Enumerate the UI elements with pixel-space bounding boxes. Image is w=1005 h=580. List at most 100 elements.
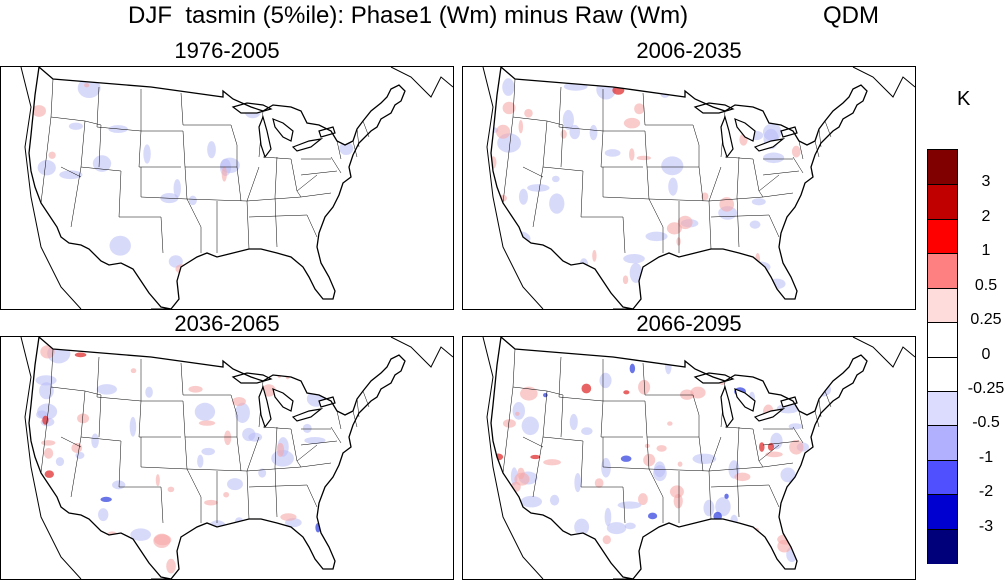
anomaly-patch	[725, 272, 735, 279]
state-boundary	[646, 436, 650, 470]
anomaly-patch	[515, 411, 520, 416]
state-boundary	[602, 167, 650, 200]
state-boundary	[648, 468, 664, 523]
anomaly-patch	[234, 535, 251, 547]
state-boundary	[246, 166, 260, 202]
anomaly-patch	[109, 235, 131, 256]
state-boundary	[230, 124, 238, 167]
state-boundary	[138, 130, 142, 168]
state-boundary	[80, 120, 86, 168]
state-boundary	[752, 428, 760, 462]
anomaly-patch	[256, 538, 277, 558]
anomaly-patch	[197, 454, 204, 468]
anomaly-patch	[248, 432, 263, 442]
anomaly-patch	[667, 421, 673, 426]
anomaly-patch	[574, 518, 590, 536]
state-boundary	[182, 400, 186, 438]
anomaly-patch	[240, 89, 256, 99]
coastline-west	[482, 67, 544, 309]
state-boundary	[798, 410, 804, 430]
anomaly-patch	[518, 120, 524, 134]
anomaly-patch	[719, 197, 735, 212]
anomaly-patch	[765, 451, 783, 458]
anomaly-patch	[501, 530, 512, 544]
state-boundary	[119, 216, 164, 254]
state-boundary	[600, 130, 604, 168]
state-boundary	[736, 156, 740, 198]
anomaly-patch	[677, 461, 683, 467]
land-area	[29, 337, 405, 579]
anomaly-patch	[352, 461, 363, 470]
state-boundary	[246, 200, 250, 250]
panel-title-3: 2036-2065	[174, 311, 280, 336]
state-boundary	[736, 196, 740, 248]
great-lake	[318, 126, 336, 138]
anomaly-patch	[87, 532, 105, 545]
state-boundary	[246, 196, 302, 202]
panel-title-4: 2066-2095	[636, 311, 742, 336]
anomaly-patch	[741, 348, 751, 355]
state-boundary	[558, 86, 562, 128]
anomaly-patch	[173, 179, 181, 198]
state-boundary	[300, 462, 332, 468]
anomaly-patch	[92, 155, 112, 172]
state-boundary	[580, 440, 584, 488]
state-boundary	[274, 466, 278, 518]
anomaly-patch	[782, 504, 805, 523]
state-boundary	[542, 436, 584, 442]
colorbar-box	[928, 390, 957, 427]
coastline	[28, 337, 406, 579]
coastline-west	[20, 337, 82, 579]
anomaly-patch	[32, 105, 47, 117]
anomaly-patch	[581, 427, 593, 436]
state-boundary	[708, 166, 722, 202]
anomaly-patch	[80, 289, 95, 299]
state-boundary	[558, 396, 604, 402]
anomaly-patch	[814, 377, 820, 382]
state-boundary	[80, 436, 122, 442]
state-boundary	[542, 166, 584, 172]
colorbar-tick-label: 0	[981, 345, 991, 363]
anomaly-patch	[780, 467, 796, 483]
state-boundary	[40, 386, 52, 474]
state-boundary	[692, 394, 700, 437]
anomaly-patch	[153, 533, 171, 548]
coastline-northeast	[852, 67, 915, 98]
anomaly-patch	[679, 543, 695, 559]
state-boundary	[80, 166, 122, 172]
great-lake	[291, 408, 324, 422]
anomaly-patch	[623, 340, 640, 355]
state-boundary	[180, 92, 184, 126]
anomaly-patch	[617, 501, 642, 509]
anomaly-patch	[569, 413, 578, 431]
title-text: DJF tasmin (5%ile): Phase1 (Wm) minus Ra…	[128, 2, 689, 29]
state-boundary	[236, 166, 242, 202]
great-lake	[720, 385, 734, 429]
anomaly-patch	[789, 439, 804, 455]
anomaly-patch	[339, 141, 354, 156]
state-boundary	[758, 444, 780, 462]
anomaly-patch	[204, 499, 218, 506]
anomaly-patch	[752, 543, 761, 551]
colorbar-box	[928, 218, 957, 255]
anomaly-patch	[636, 155, 652, 161]
colorbar-box	[928, 322, 957, 358]
anomaly-patch	[331, 519, 355, 535]
anomaly-patch	[805, 555, 814, 563]
anomaly-patch	[814, 443, 826, 464]
anomaly-patch	[190, 83, 198, 94]
state-boundary	[502, 116, 514, 204]
anomaly-patch	[589, 124, 598, 141]
colorbar-tick-label: -1	[978, 448, 994, 466]
state-boundary	[644, 400, 648, 438]
state-boundary	[70, 166, 82, 228]
state-boundary	[96, 126, 142, 132]
anomaly-patch	[262, 384, 276, 397]
coastline-west	[20, 67, 82, 309]
colorbar-box	[928, 253, 957, 290]
state-boundary	[792, 156, 804, 174]
anomaly-patch	[514, 472, 530, 486]
anomaly-patch	[166, 558, 176, 574]
state-boundary	[186, 198, 248, 202]
anomaly-patch	[749, 220, 761, 229]
